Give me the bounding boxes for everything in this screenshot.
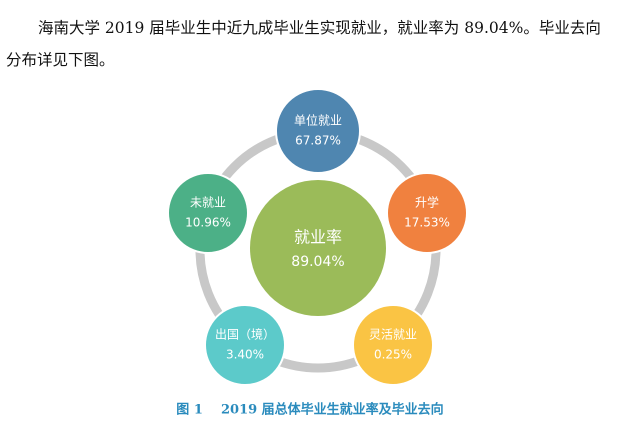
paragraph: 海南大学 2019 届毕业生中近九成毕业生实现就业，就业率为 89.04%。毕业… bbox=[6, 19, 601, 69]
caption: 图 1 2019 届总体毕业生就业率及毕业去向 bbox=[176, 402, 443, 418]
node-value: 67.87% bbox=[295, 134, 341, 148]
center-label: 就业率 bbox=[294, 228, 342, 247]
node-circle bbox=[352, 304, 434, 386]
node-circle bbox=[204, 304, 286, 386]
node-circle bbox=[167, 172, 249, 254]
center-circle bbox=[250, 180, 386, 316]
node-label: 出国（境） bbox=[215, 327, 275, 342]
node-circle bbox=[386, 172, 468, 254]
node-label: 升学 bbox=[415, 195, 439, 210]
node-label: 未就业 bbox=[190, 196, 226, 210]
node-circle bbox=[275, 88, 361, 174]
node-label: 单位就业 bbox=[294, 113, 342, 128]
node-label: 灵活就业 bbox=[369, 328, 417, 342]
node-value: 10.96% bbox=[185, 216, 231, 230]
node-value: 0.25% bbox=[374, 348, 412, 362]
node-value: 17.53% bbox=[404, 216, 450, 230]
center-value: 89.04% bbox=[291, 254, 344, 270]
node-value: 3.40% bbox=[226, 348, 264, 362]
